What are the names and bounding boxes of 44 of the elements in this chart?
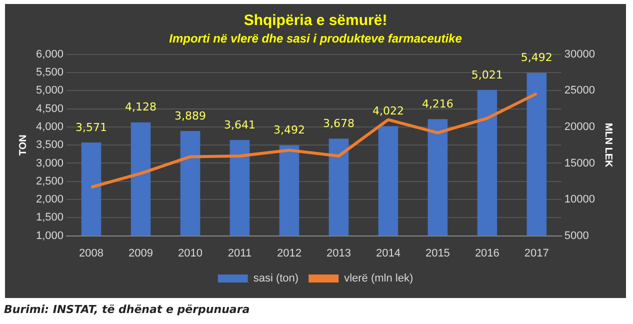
data-label: 3,889 xyxy=(174,109,206,122)
x-tick-label: 2014 xyxy=(376,247,400,260)
text: Burimi: INSTAT, të dhënat e përpunuara xyxy=(4,303,250,316)
y-tick-label: 3,500 xyxy=(36,139,64,152)
y2-axis-title: MLN LEK xyxy=(602,122,614,168)
data-label: 3,492 xyxy=(273,124,305,137)
y-tick-label: 2,000 xyxy=(36,194,64,206)
x-tick-label: 2016 xyxy=(474,247,500,260)
y2-tick-label: 30000 xyxy=(564,48,596,60)
legend-label: vlerë (mln lek) xyxy=(344,272,414,285)
y2-tick-label: 5000 xyxy=(564,230,589,242)
data-label: 3,678 xyxy=(322,117,354,130)
chart-subtitle: Importi në vlerë dhe sasi i produkteve farmaceutike xyxy=(169,32,462,46)
x-tick-label: 2012 xyxy=(276,247,302,260)
y-tick-label: 2,500 xyxy=(36,175,64,188)
chart-title: Shqipëria e sëmurë! xyxy=(244,12,388,30)
y2-tick-label: 20000 xyxy=(564,120,596,133)
x-tick-label: 2013 xyxy=(326,247,351,260)
y-tick-label: 4,000 xyxy=(36,120,64,133)
y-axis-title: TON xyxy=(18,134,29,156)
x-tick-label: 2008 xyxy=(79,247,104,260)
data-label: 4,216 xyxy=(422,97,454,110)
data-label: 5,021 xyxy=(471,68,503,82)
data-label: 4,128 xyxy=(125,100,157,114)
x-tick-label: 2017 xyxy=(524,247,549,260)
y-tick-label: 5,500 xyxy=(36,66,64,79)
data-label: 3,641 xyxy=(224,118,256,132)
data-label: 3,571 xyxy=(76,120,108,134)
y-tick-label: 3,000 xyxy=(36,157,64,170)
y-tick-label: 5,000 xyxy=(36,84,64,97)
x-tick-label: 2010 xyxy=(178,247,202,260)
y-tick-label: 6,000 xyxy=(36,48,64,60)
y-tick-label: 1,000 xyxy=(36,230,64,242)
legend-label: sasi (ton) xyxy=(253,272,299,285)
x-tick-label: 2015 xyxy=(425,247,450,260)
data-label: 4,022 xyxy=(372,104,404,118)
y2-tick-label: 15000 xyxy=(564,157,596,170)
x-tick-label: 2009 xyxy=(128,247,153,260)
x-tick-label: 2011 xyxy=(228,247,252,260)
y-tick-label: 1,500 xyxy=(36,212,64,224)
y2-tick-label: 10000 xyxy=(564,194,596,206)
y2-tick-label: 25000 xyxy=(564,84,596,97)
y-tick-label: 4,500 xyxy=(36,102,64,115)
data-label: 5,492 xyxy=(520,51,552,64)
